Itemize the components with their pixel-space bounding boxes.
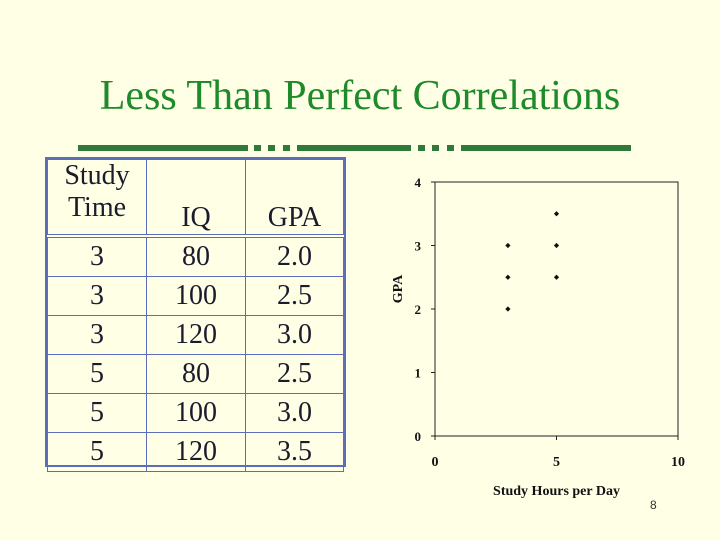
table-row: 5 80 2.5: [47, 354, 344, 394]
y-tick-label: 4: [415, 175, 422, 190]
header-study-time-line1: Study: [64, 160, 130, 191]
cell-iq: 80: [146, 235, 246, 277]
divider-dot: [283, 145, 290, 151]
data-point: [553, 274, 560, 280]
cell-study-time: 3: [47, 315, 147, 355]
cell-study-time: 3: [47, 235, 147, 277]
cell-iq: 100: [146, 393, 246, 433]
cell-gpa: 2.5: [245, 276, 344, 316]
divider-bar: [461, 145, 631, 151]
header-study-time-line2: Time: [67, 192, 127, 223]
table-header-row: Study Time IQ GPA: [47, 159, 344, 237]
divider-dot: [447, 145, 454, 151]
cell-gpa: 3.0: [245, 393, 344, 433]
table-row: 5 100 3.0: [47, 393, 344, 433]
cell-iq: 120: [146, 315, 246, 355]
divider-dot: [418, 145, 425, 151]
x-tick-label: 10: [671, 455, 685, 470]
divider-dot: [432, 145, 439, 151]
data-point: [505, 274, 511, 280]
cell-gpa: 3.0: [245, 315, 344, 355]
x-tick-label: 5: [553, 455, 560, 470]
data-table-frame: Study Time IQ GPA 3 80 2.0 3 100 2.5 3 1…: [45, 157, 346, 472]
title-divider: [78, 145, 631, 151]
cell-study-time: 5: [47, 393, 147, 433]
cell-iq: 80: [146, 354, 246, 394]
table-row: 5 120 3.5: [47, 432, 344, 472]
cell-iq: 100: [146, 276, 246, 316]
data-table: Study Time IQ GPA 3 80 2.0 3 100 2.5 3 1…: [47, 159, 344, 472]
header-study-time: Study Time: [47, 159, 147, 237]
y-tick-label: 0: [415, 429, 422, 444]
header-gpa: GPA: [245, 159, 344, 237]
x-tick-label: 0: [432, 455, 439, 470]
table-row: 3 80 2.0: [47, 235, 344, 277]
header-iq: IQ: [146, 159, 246, 237]
cell-study-time: 3: [47, 276, 147, 316]
data-point: [505, 242, 511, 249]
cell-gpa: 2.5: [245, 354, 344, 394]
data-point: [553, 211, 560, 217]
divider-dot: [268, 145, 275, 151]
cell-gpa: 3.5: [245, 432, 344, 472]
table-row: 3 120 3.0: [47, 315, 344, 355]
divider-bar: [78, 145, 248, 151]
data-point: [505, 306, 511, 312]
y-tick-label: 3: [415, 239, 422, 254]
y-axis-label: GPA: [391, 274, 406, 303]
y-tick-label: 2: [415, 302, 422, 317]
cell-study-time: 5: [47, 432, 147, 472]
y-tick-label: 1: [415, 366, 422, 381]
cell-study-time: 5: [47, 354, 147, 394]
page-number: 8: [650, 498, 657, 512]
table-row: 3 100 2.5: [47, 276, 344, 316]
cell-gpa: 2.0: [245, 235, 344, 277]
divider-dot: [254, 145, 261, 151]
data-point: [553, 242, 560, 249]
plot-area: [434, 181, 679, 437]
x-axis-label: Study Hours per Day: [493, 484, 620, 499]
scatter-chart: 0 1 2 3 4 0 5 10 Study Hours per Day GPA: [391, 175, 685, 499]
slide-title: Less Than Perfect Correlations: [99, 73, 621, 119]
divider-bar: [297, 145, 411, 151]
cell-iq: 120: [146, 432, 246, 472]
